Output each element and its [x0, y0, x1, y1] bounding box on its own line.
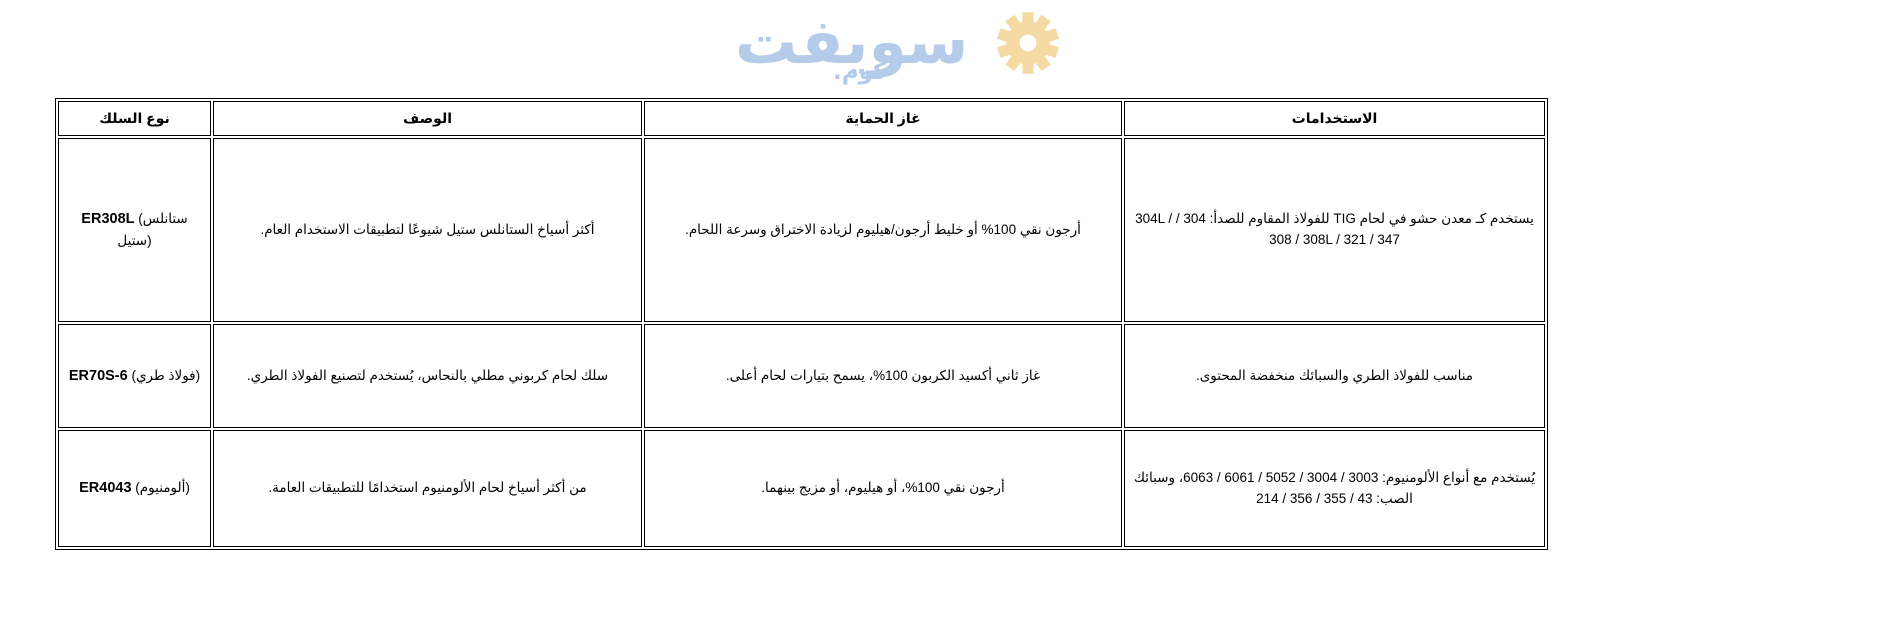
wire-code: ER308L	[81, 211, 135, 228]
wire-type-cell: ER70S-6 (فولاذ طري)	[58, 324, 211, 428]
table-row-er4043: ER4043 (ألومنيوم) من أكثر أسياخ لحام الأ…	[58, 430, 1545, 547]
col-header-description: الوصف	[213, 101, 642, 136]
logo-brand-text: سويفت	[735, 5, 969, 78]
wire-material: (ألومنيوم)	[135, 480, 190, 496]
shielding-gas-cell: غاز ثاني أكسيد الكربون 100%، يسمح بتيارا…	[644, 324, 1122, 428]
description-cell: أكثر أسياخ الستانلس ستيل شيوعًا لتطبيقات…	[213, 138, 642, 322]
wire-type-cell: ER4043 (ألومنيوم)	[58, 430, 211, 547]
col-header-wire-type: نوع السلك	[58, 101, 211, 136]
uses-cell: مناسب للفولاذ الطري والسبائك منخفضة المح…	[1124, 324, 1545, 428]
uses-cell: يستخدم كـ معدن حشو في لحام TIG للفولاذ ا…	[1124, 138, 1545, 322]
wire-material: (فولاذ طري)	[131, 367, 201, 383]
col-header-shielding-gas: غاز الحماية	[644, 101, 1122, 136]
wire-code: ER70S-6	[68, 367, 128, 384]
description-cell: سلك لحام كربوني مطلي بالنحاس، يُستخدم لت…	[213, 324, 642, 428]
gear-icon	[996, 12, 1060, 74]
table-row-er308l: ER308L (ستانلس ستيل) أكثر أسياخ الستانلس…	[58, 138, 1545, 322]
wire-material: (ستانلس ستيل)	[117, 211, 188, 248]
description-cell: من أكثر أسياخ لحام الألومنيوم استخدامًا …	[213, 430, 642, 547]
shielding-gas-cell: أرجون نقي 100% أو خليط أرجون/هيليوم لزيا…	[644, 138, 1122, 322]
header-row: نوع السلك الوصف غاز الحماية الاستخدامات	[58, 101, 1545, 136]
wire-type-cell: ER308L (ستانلس ستيل)	[58, 138, 211, 322]
shielding-gas-cell: أرجون نقي 100%، أو هيليوم، أو مزيج بينهم…	[644, 430, 1122, 547]
logo-domain-text: كوم.	[833, 59, 887, 85]
uses-cell: يُستخدم مع أنواع الألومنيوم: 3003 / 3004…	[1124, 430, 1545, 547]
welding-wire-table: نوع السلك الوصف غاز الحماية الاستخدامات …	[55, 98, 1548, 550]
wire-code: ER4043	[79, 480, 132, 497]
table-row-er70s6: ER70S-6 (فولاذ طري) سلك لحام كربوني مطلي…	[58, 324, 1545, 428]
col-header-uses: الاستخدامات	[1124, 101, 1545, 136]
site-logo: سويفت كوم.	[735, 2, 1165, 97]
